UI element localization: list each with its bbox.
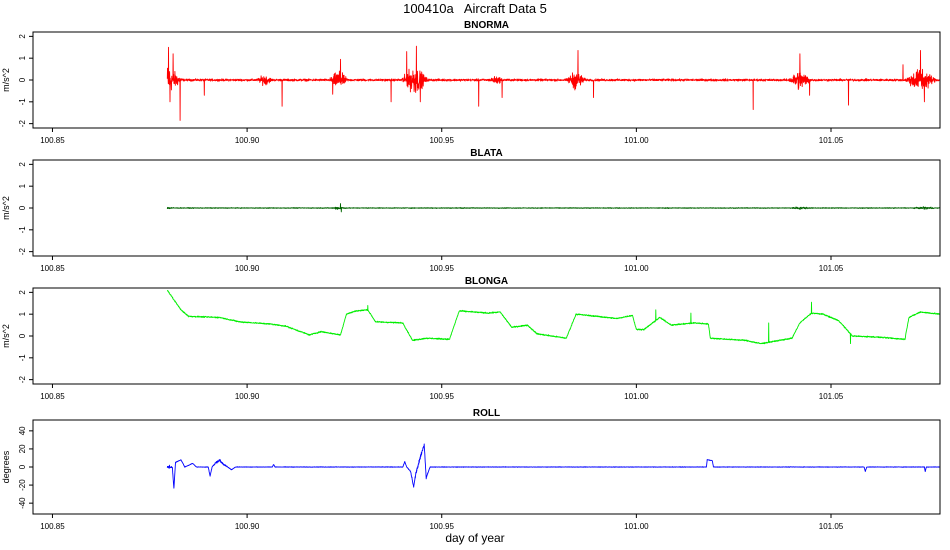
panel-blonga: BLONGA m/s^2 -2 -1 0 1 2 100.85 100.90 100.95 101.… bbox=[1, 276, 941, 401]
y-tick-label: 40 bbox=[18, 426, 27, 435]
x-axis-label: day of year bbox=[445, 531, 505, 545]
y-tick-label: -2 bbox=[18, 120, 27, 128]
x-tick-label: 101.00 bbox=[624, 136, 649, 145]
panel-title: ROLL bbox=[473, 408, 500, 419]
y-tick-label: 20 bbox=[18, 444, 27, 453]
y-tick-label: -40 bbox=[18, 497, 27, 509]
y-axis-label: m/s^2 bbox=[1, 324, 11, 348]
x-tick-label: 100.95 bbox=[429, 392, 454, 401]
y-tick-label: -2 bbox=[18, 376, 27, 384]
y-tick-label: 0 bbox=[18, 464, 27, 469]
y-tick-label: 0 bbox=[18, 205, 27, 210]
panel-blata: BLATA m/s^2 -2 -1 0 1 2 100.85 100.90 100.95 101.0… bbox=[1, 148, 941, 273]
y-tick-label: 2 bbox=[18, 162, 27, 167]
figure-title: 100410a Aircraft Data 5 bbox=[403, 1, 547, 16]
panel-roll: ROLL degrees -40 -20 0 20 40 100.85 100.90 100.95… bbox=[1, 408, 941, 531]
y-axis-label: m/s^2 bbox=[1, 196, 11, 220]
y-tick-label: -1 bbox=[18, 226, 27, 234]
x-tick-label: 101.00 bbox=[624, 522, 649, 531]
series-line bbox=[166, 289, 941, 345]
panel-title: BLATA bbox=[470, 148, 502, 159]
x-tick-label: 100.95 bbox=[429, 264, 454, 273]
x-tick-label: 101.05 bbox=[819, 522, 844, 531]
y-tick-label: 0 bbox=[18, 333, 27, 338]
x-tick-label: 100.90 bbox=[235, 522, 260, 531]
y-tick-label: 0 bbox=[18, 77, 27, 82]
y-tick-label: 1 bbox=[18, 183, 27, 188]
x-tick-label: 101.05 bbox=[819, 392, 844, 401]
series-line bbox=[166, 203, 941, 213]
y-tick-label: 1 bbox=[18, 55, 27, 60]
x-tick-label: 100.90 bbox=[235, 392, 260, 401]
y-tick-label: 2 bbox=[18, 290, 27, 295]
x-tick-label: 101.05 bbox=[819, 264, 844, 273]
plot-frame bbox=[32, 287, 941, 385]
y-axis-label: m/s^2 bbox=[1, 68, 11, 92]
plot-frame bbox=[32, 159, 941, 257]
y-axis-label: degrees bbox=[1, 450, 11, 483]
plot-frame bbox=[32, 31, 941, 129]
y-tick-label: -1 bbox=[18, 354, 27, 362]
panel-title: BNORMA bbox=[464, 20, 509, 31]
x-tick-label: 100.85 bbox=[40, 264, 65, 273]
y-tick-label: -20 bbox=[18, 479, 27, 491]
x-tick-label: 101.00 bbox=[624, 392, 649, 401]
series-line bbox=[166, 443, 941, 489]
panel-title: BLONGA bbox=[465, 276, 508, 287]
panel-bnorma: BNORMA m/s^2 -2 -1 0 1 2 100.85 100.90 100.95 101.… bbox=[1, 20, 941, 145]
x-tick-label: 100.85 bbox=[40, 136, 65, 145]
plot-frame bbox=[32, 419, 941, 515]
x-tick-label: 100.95 bbox=[429, 522, 454, 531]
x-tick-label: 101.00 bbox=[624, 264, 649, 273]
series-line bbox=[166, 45, 941, 121]
y-tick-label: 1 bbox=[18, 311, 27, 316]
x-tick-label: 100.85 bbox=[40, 522, 65, 531]
y-tick-label: -1 bbox=[18, 98, 27, 106]
x-tick-label: 100.90 bbox=[235, 264, 260, 273]
y-tick-label: -2 bbox=[18, 248, 27, 256]
x-tick-label: 101.05 bbox=[819, 136, 844, 145]
x-tick-label: 100.85 bbox=[40, 392, 65, 401]
x-tick-label: 100.95 bbox=[429, 136, 454, 145]
y-tick-label: 2 bbox=[18, 34, 27, 39]
x-tick-label: 100.90 bbox=[235, 136, 260, 145]
